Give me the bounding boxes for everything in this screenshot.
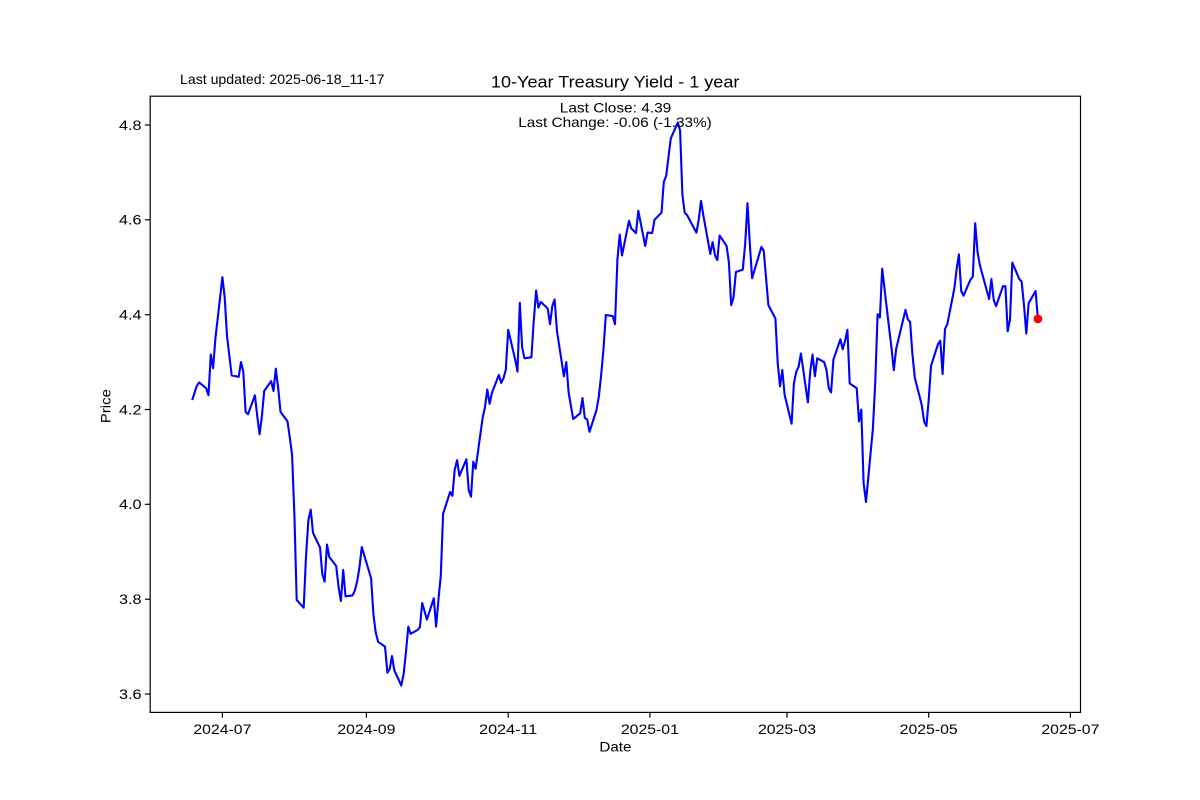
svg-text:Last updated: 2025-06-18_11-17: Last updated: 2025-06-18_11-17 bbox=[180, 71, 385, 87]
svg-text:2024-07: 2024-07 bbox=[193, 721, 251, 737]
svg-text:3.6: 3.6 bbox=[119, 686, 142, 702]
svg-text:2025-07: 2025-07 bbox=[1041, 721, 1099, 737]
svg-text:3.8: 3.8 bbox=[119, 591, 142, 607]
svg-text:4.0: 4.0 bbox=[119, 496, 142, 512]
svg-text:2025-03: 2025-03 bbox=[758, 721, 816, 737]
svg-text:Price: Price bbox=[98, 389, 114, 423]
svg-text:2024-11: 2024-11 bbox=[479, 721, 537, 737]
svg-text:10-Year Treasury Yield - 1 yea: 10-Year Treasury Yield - 1 year bbox=[491, 72, 740, 91]
svg-text:4.6: 4.6 bbox=[119, 212, 142, 228]
svg-text:2025-01: 2025-01 bbox=[621, 721, 679, 737]
svg-text:Last Change: -0.06 (-1.33%): Last Change: -0.06 (-1.33%) bbox=[518, 114, 712, 130]
svg-text:2025-05: 2025-05 bbox=[900, 721, 958, 737]
svg-text:4.8: 4.8 bbox=[119, 117, 142, 133]
svg-text:4.2: 4.2 bbox=[119, 401, 142, 417]
svg-text:4.4: 4.4 bbox=[119, 307, 142, 323]
svg-text:Last Close: 4.39: Last Close: 4.39 bbox=[560, 100, 672, 116]
svg-text:2024-09: 2024-09 bbox=[337, 721, 395, 737]
svg-text:Date: Date bbox=[599, 739, 631, 755]
